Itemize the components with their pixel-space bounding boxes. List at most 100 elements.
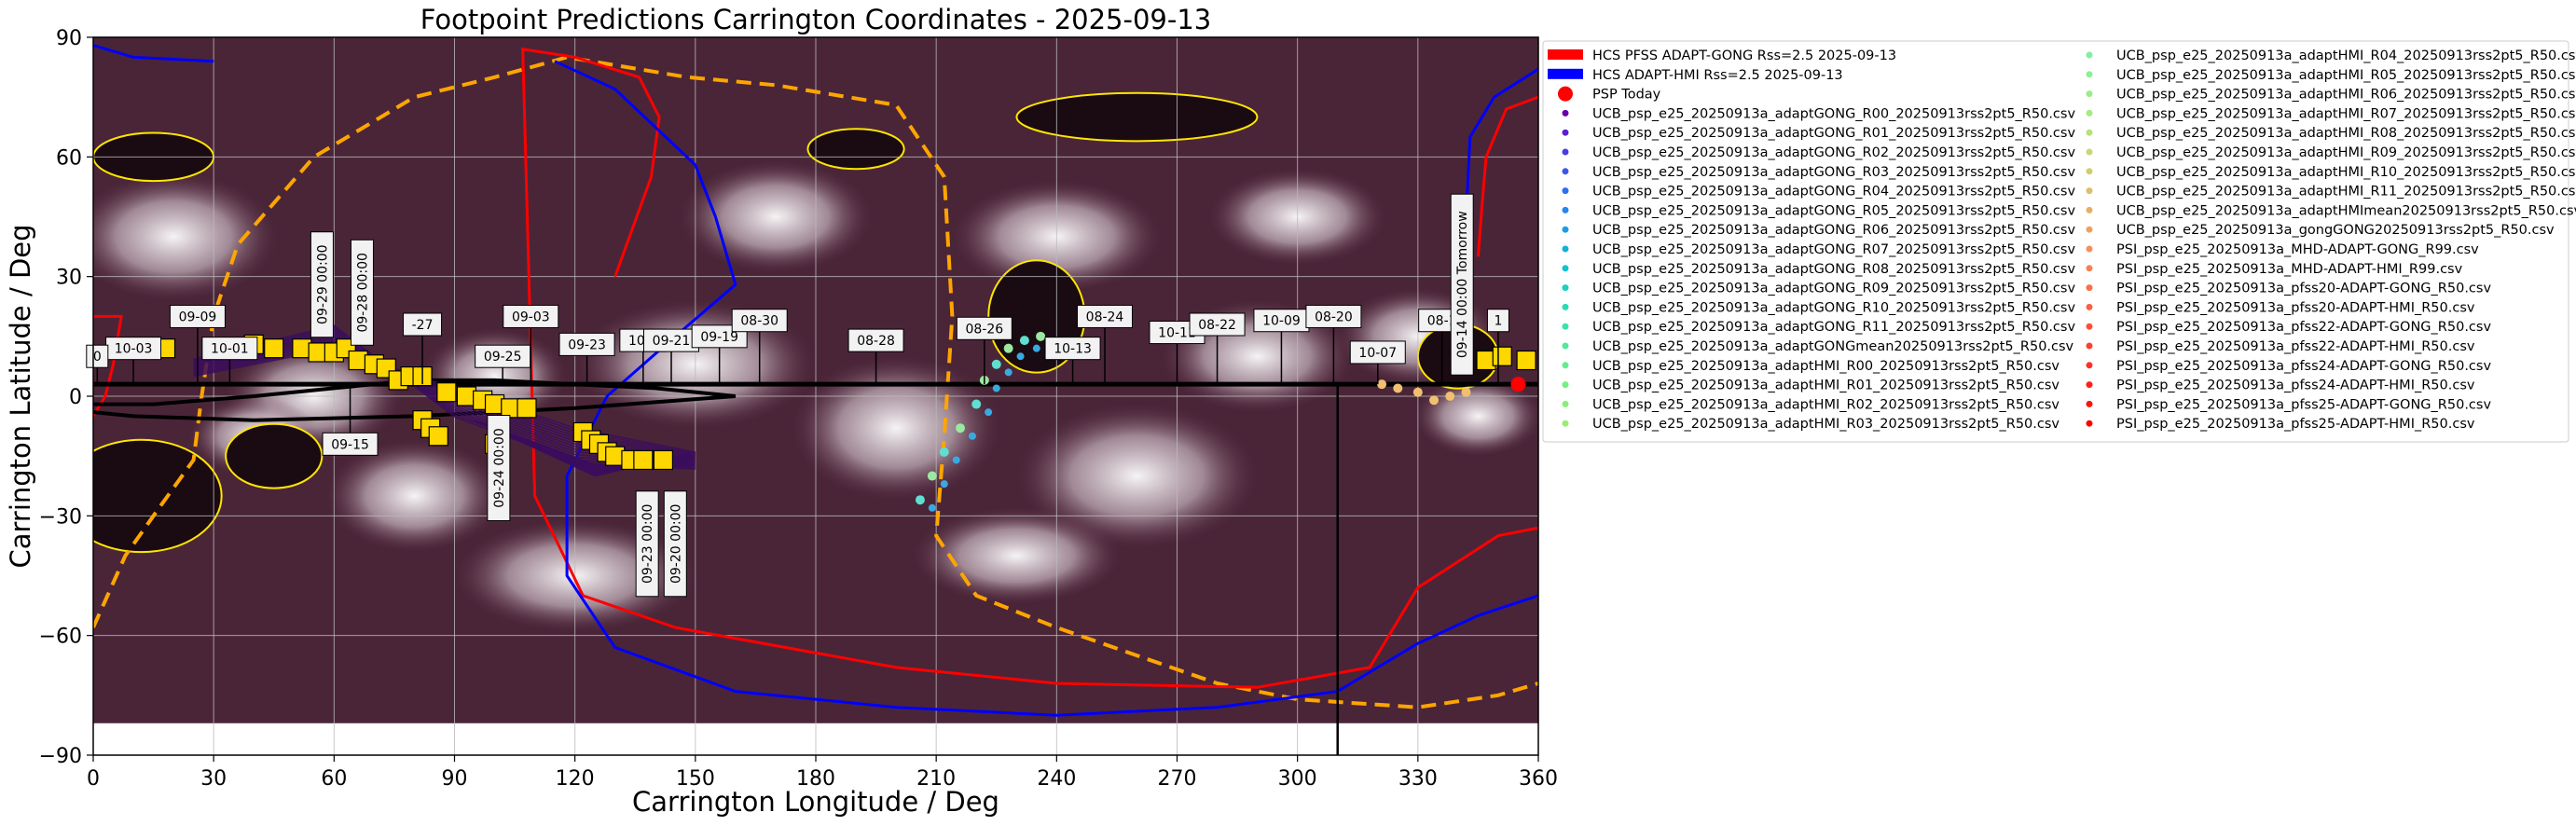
date-label: 10-11 [1158, 326, 1196, 341]
date-label-box [105, 337, 162, 361]
legend-entry-label: UCB_psp_e25_20250913a_adaptGONG_R07_2025… [1592, 242, 2075, 257]
legend-entry-label: UCB_psp_e25_20250913a_adaptGONG_R04_2025… [1592, 185, 2075, 200]
date-label: 09-15 [331, 437, 369, 452]
legend-entry-label: UCB_psp_e25_20250913a_adaptGONG_R00_2025… [1592, 106, 2075, 121]
date-label: 08-30 [740, 314, 778, 329]
rotated-label-text: 09-29 00:00 [315, 244, 330, 324]
footpoint-cluster-dot-3 [1429, 395, 1440, 406]
y-axis-label: Carrington Latitude / Deg [5, 224, 36, 568]
x-tick-label: 270 [1158, 767, 1197, 791]
legend-entry-label: UCB_psp_e25_20250913a_adaptGONG_R02_2025… [1592, 145, 2075, 160]
footpoint-stream-dot-1 [1019, 336, 1029, 346]
x-tick-label: 30 [200, 767, 227, 791]
bright-region-9 [679, 160, 873, 273]
legend-dot-swatch [1562, 342, 1569, 350]
x-tick-label: 240 [1037, 767, 1076, 791]
footpoint-square [633, 449, 654, 471]
x-tick-label: 150 [676, 767, 715, 791]
date-label: 08-28 [857, 334, 895, 349]
date-label: 1 [1494, 314, 1502, 329]
rotated-label-box [663, 490, 687, 598]
legend-entry-label: UCB_psp_e25_20250913a_adaptGONG_R11_2025… [1592, 320, 2075, 335]
legend-dot-swatch [2086, 226, 2093, 233]
legend-entry-label: UCB_psp_e25_20250913a_adaptGONG_R10_2025… [1592, 300, 2075, 315]
x-tick-label: 60 [321, 767, 347, 791]
field-line-8 [193, 333, 696, 470]
footpoint-stream-dot-2 [1003, 343, 1013, 353]
legend-entry-label: UCB_psp_e25_20250913a_adaptGONG_R03_2025… [1592, 165, 2075, 180]
legend-dot-swatch [2086, 51, 2093, 59]
y-tick-label: 60 [56, 146, 82, 170]
legend-line-swatch [1548, 68, 1583, 79]
footpoint-stream-dot-0 [1036, 331, 1046, 341]
date-label: 09-19 [700, 330, 738, 345]
date-label-box [169, 304, 226, 328]
footpoint-stream-dot-b-3 [1004, 368, 1012, 377]
legend-dot-swatch [2086, 323, 2093, 330]
legend-dot-swatch [1562, 226, 1569, 233]
rotated-date-label: 09-20 00:00 [663, 490, 687, 598]
footpoint-cluster-dot-0 [1377, 379, 1387, 390]
legend-dot-swatch [1562, 420, 1569, 427]
footpoint-cluster-dot-4 [1445, 392, 1455, 401]
legend-entry-label: PSI_psp_e25_20250913a_pfss22-ADAPT-GONG_… [2116, 320, 2491, 335]
legend-entry-label: UCB_psp_e25_20250913a_adaptGONGmean20250… [1592, 339, 2074, 354]
hcs-gong-line-right [1476, 95, 1538, 257]
legend-frame [1542, 40, 2569, 443]
legend-entry-label: UCB_psp_e25_20250913a_adaptGONG_R05_2025… [1592, 203, 2075, 218]
legend-marker-swatch [1558, 86, 1573, 102]
date-label-box [86, 344, 109, 368]
legend-entry-label: UCB_psp_e25_20250913a_adaptHMI_R04_20250… [2116, 48, 2576, 63]
date-label: 09-25 [484, 350, 522, 365]
legend-dot-swatch [1562, 265, 1569, 272]
bright-region-7 [325, 439, 503, 553]
rotated-date-label: 09-14 00:00 Tomorrow [1450, 193, 1474, 376]
coronal-hole-6 [806, 128, 905, 171]
date-label-box [1305, 304, 1362, 328]
legend-dot-swatch [2086, 90, 2093, 98]
rotated-date-label: 09-29 00:00 [310, 231, 334, 338]
date-label: -27 [412, 318, 434, 333]
date-label-box [1189, 312, 1246, 337]
chart-title: Footpoint Predictions Carrington Coordin… [420, 4, 1212, 35]
x-tick-label: 0 [87, 767, 100, 791]
legend-dot-swatch [1562, 303, 1569, 310]
x-tick-label: 300 [1278, 767, 1317, 791]
legend-dot-swatch [1562, 148, 1569, 156]
legend-entry-label: UCB_psp_e25_20250913a_adaptGONG_R01_2025… [1592, 126, 2075, 141]
legend-entry-label: PSI_psp_e25_20250913a_pfss22-ADAPT-HMI_R… [2116, 339, 2475, 354]
legend-dot-swatch [1562, 109, 1569, 117]
legend-entry-label: UCB_psp_e25_20250913a_adaptHMI_R05_20250… [2116, 68, 2576, 83]
rotated-label-box [487, 415, 511, 521]
y-tick-label: 30 [56, 267, 82, 290]
coronal-hole-4 [1015, 91, 1259, 143]
footpoint-stream-dot-3 [991, 359, 1001, 369]
date-label-box [1044, 337, 1101, 361]
y-tick-label: 0 [69, 386, 82, 409]
legend-entry-label: PSI_psp_e25_20250913a_pfss25-ADAPT-GONG_… [2116, 397, 2491, 412]
rotated-label-box [310, 231, 334, 338]
field-line-13 [193, 324, 696, 470]
x-tick-label: 90 [442, 767, 468, 791]
legend-dot-swatch [1562, 362, 1569, 369]
legend-entry-label: PSI_psp_e25_20250913a_MHD-ADAPT-GONG_R99… [2116, 242, 2479, 257]
field-line-6 [193, 337, 696, 472]
legend-entry-label: PSI_psp_e25_20250913a_pfss24-ADAPT-GONG_… [2116, 359, 2491, 374]
legend-entry-label: UCB_psp_e25_20250913a_adaptGONG_R08_2025… [1592, 262, 2075, 277]
coronal-hole-1 [225, 422, 324, 489]
footpoint-stream-dot-b-5 [985, 408, 993, 417]
footpoint-stream-dot-b-1 [1032, 344, 1040, 352]
legend-entry-label: UCB_psp_e25_20250913a_adaptHMI_R11_20250… [2116, 185, 2576, 200]
legend-entry-label: PSI_psp_e25_20250913a_pfss25-ADAPT-HMI_R… [2116, 417, 2475, 432]
legend-dot-swatch [1562, 381, 1569, 389]
legend-dot-swatch [1562, 187, 1569, 195]
x-tick-label: 180 [796, 767, 835, 791]
legend-dot-swatch [2086, 265, 2093, 272]
date-label: 10-01 [211, 342, 249, 357]
hcs-hmi-line-top [93, 44, 214, 63]
legend-entry-label: UCB_psp_e25_20250913a_adaptGONG_R06_2025… [1592, 223, 2075, 238]
rotated-label-text: 09-20 00:00 [668, 504, 683, 584]
bright-region-3 [792, 355, 1000, 501]
